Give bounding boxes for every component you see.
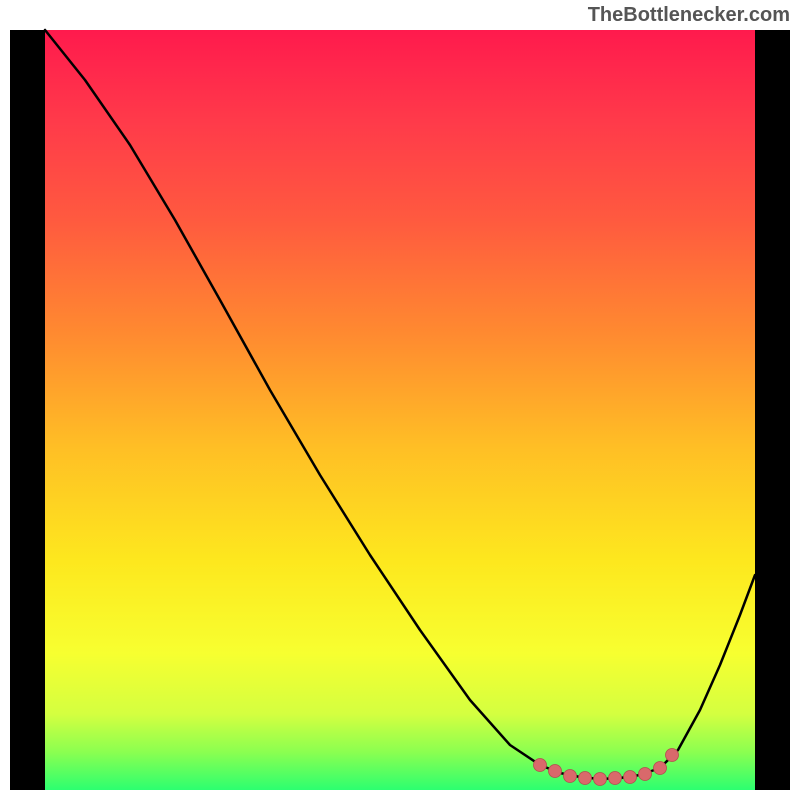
watermark-text: TheBottlenecker.com xyxy=(588,4,790,27)
marker-dot xyxy=(579,772,592,785)
marker-dot xyxy=(564,770,577,783)
marker-dot xyxy=(594,773,607,786)
chart-container: TheBottlenecker.com xyxy=(0,0,800,800)
marker-dot xyxy=(609,772,622,785)
marker-dot xyxy=(624,771,637,784)
marker-dot xyxy=(639,768,652,781)
marker-dot xyxy=(534,759,547,772)
marker-dot xyxy=(666,749,679,762)
plot-gradient-area xyxy=(45,30,755,790)
marker-dot xyxy=(549,765,562,778)
bottleneck-chart xyxy=(0,0,800,800)
marker-dot xyxy=(654,762,667,775)
